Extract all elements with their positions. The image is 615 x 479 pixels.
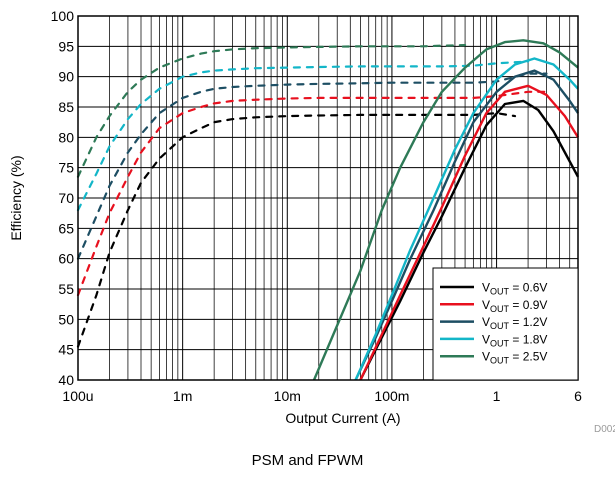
figure-id: D002 [594, 424, 615, 435]
chart-caption: PSM and FPWM [0, 452, 615, 469]
x-axis-label: Output Current (A) [285, 410, 400, 426]
y-tick-label: 40 [58, 372, 74, 388]
x-tick-label: 1m [173, 388, 192, 404]
x-tick-label: 1 [493, 388, 501, 404]
x-tick-label: 100u [62, 388, 93, 404]
y-tick-label: 60 [58, 251, 74, 267]
y-tick-label: 70 [58, 190, 74, 206]
series-1-psm-line [78, 92, 547, 295]
series-2-psm-line [78, 74, 547, 259]
y-tick-label: 80 [58, 129, 74, 145]
y-tick-label: 75 [58, 160, 74, 176]
y-tick-label: 55 [58, 281, 74, 297]
y-tick-label: 100 [51, 8, 75, 24]
y-tick-label: 65 [58, 220, 74, 236]
y-tick-label: 50 [58, 311, 74, 327]
y-tick-label: 95 [58, 38, 74, 54]
y-axis-label: Efficiency (%) [8, 155, 24, 240]
series-4-psm-line [78, 45, 465, 177]
y-tick-label: 85 [58, 99, 74, 115]
x-tick-label: 100m [374, 388, 409, 404]
y-tick-label: 45 [58, 342, 74, 358]
y-tick-label: 90 [58, 69, 74, 85]
x-tick-label: 6 [574, 388, 582, 404]
x-tick-label: 10m [274, 388, 301, 404]
efficiency-chart: 40 45 50 55 60 65 70 75 80 85 90 95 100 100u 1m 10m 100m… [0, 0, 615, 450]
